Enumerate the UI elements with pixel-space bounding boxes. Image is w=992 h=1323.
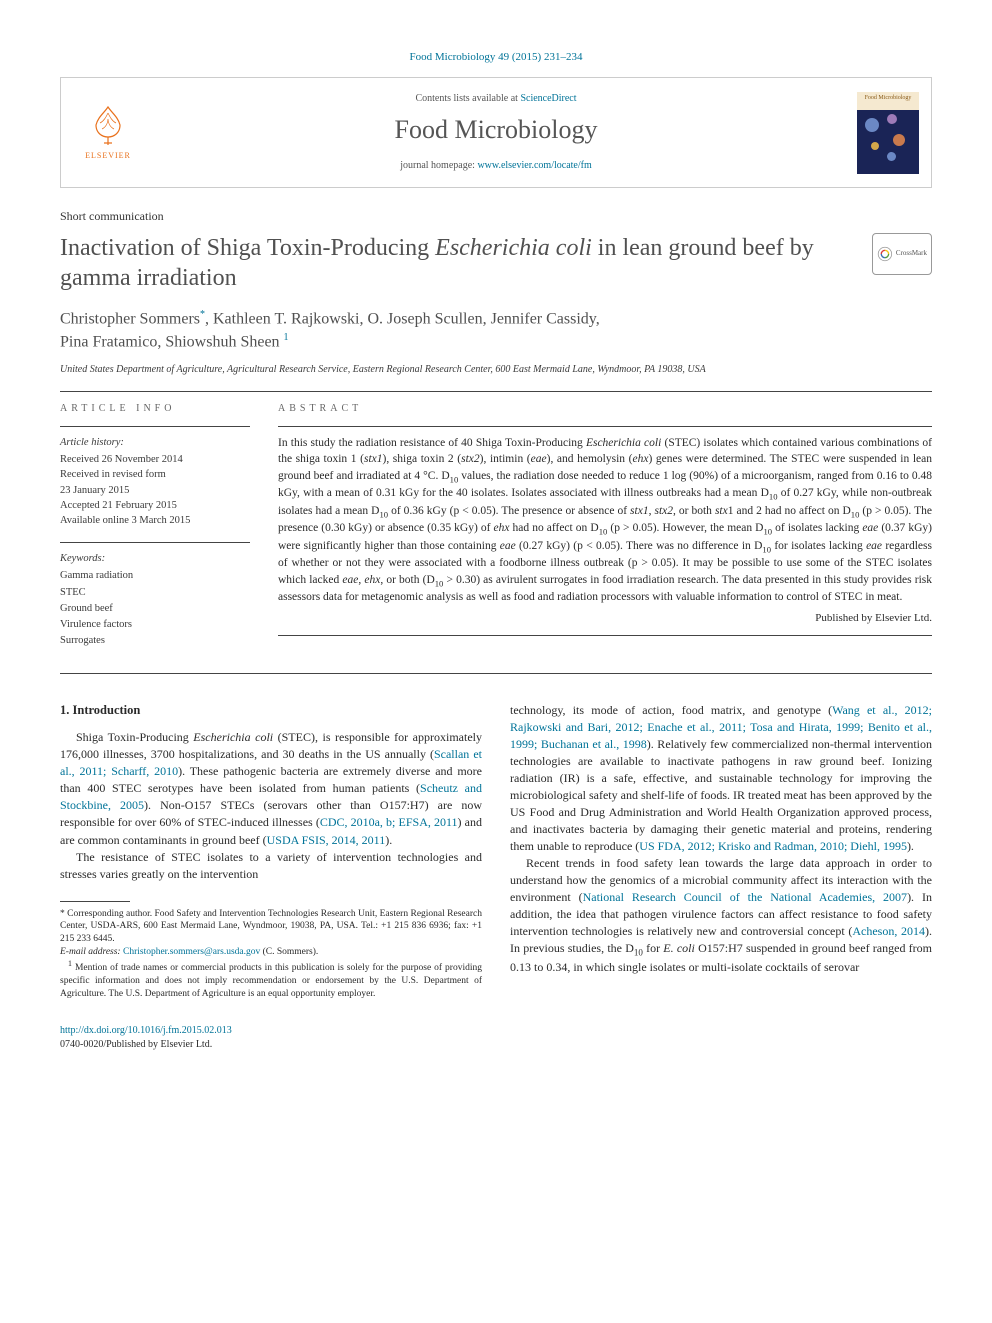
journal-homepage-link[interactable]: www.elsevier.com/locate/fm <box>477 160 591 171</box>
page-footer: http://dx.doi.org/10.1016/j.fm.2015.02.0… <box>60 1024 932 1052</box>
journal-name: Food Microbiology <box>171 112 821 148</box>
elsevier-tree-icon <box>86 103 130 147</box>
history-revised-1: Received in revised form <box>60 467 250 482</box>
footnote-rule <box>60 901 130 902</box>
keyword-item: Ground beef <box>60 601 250 616</box>
journal-homepage-line: journal homepage: www.elsevier.com/locat… <box>171 159 821 173</box>
abstract-rule <box>278 426 932 427</box>
ref-link[interactable]: Acheson, 2014 <box>852 924 925 938</box>
ref-link[interactable]: USDA FSIS, 2014, 2011 <box>267 833 386 847</box>
history-revised-2: 23 January 2015 <box>60 483 250 498</box>
corresponding-author-note: * Corresponding author. Food Safety and … <box>60 908 482 946</box>
abstract-bottom-rule <box>278 635 932 636</box>
contents-available-line: Contents lists available at ScienceDirec… <box>171 92 821 106</box>
intro-para-2: The resistance of STEC isolates to a var… <box>60 849 482 883</box>
journal-cover-thumbnail[interactable]: Food Microbiology <box>857 92 919 174</box>
body-columns: 1. Introduction Shiga Toxin-Producing Es… <box>60 702 932 1001</box>
keyword-item: STEC <box>60 585 250 600</box>
contents-prefix: Contents lists available at <box>415 93 520 104</box>
keywords-head: Keywords: <box>60 551 250 566</box>
intro-para-2-cont: technology, its mode of action, food mat… <box>510 702 932 855</box>
authors-rest-2: Pina Fratamico, Shiowshuh Sheen <box>60 333 284 350</box>
title-italic: Escherichia coli <box>435 235 592 261</box>
published-by-line: Published by Elsevier Ltd. <box>278 611 932 626</box>
history-accepted: Accepted 21 February 2015 <box>60 498 250 513</box>
divider-bottom <box>60 673 932 674</box>
footnote-mark-1[interactable]: 1 <box>284 332 289 343</box>
abstract-column: ABSTRACT In this study the radiation res… <box>278 402 932 663</box>
title-text-1: Inactivation of Shiga Toxin-Producing <box>60 235 435 261</box>
journal-header: ELSEVIER Contents lists available at Sci… <box>60 77 932 187</box>
author-1: Christopher Sommers <box>60 310 200 327</box>
column-left: 1. Introduction Shiga Toxin-Producing Es… <box>60 702 482 1001</box>
keyword-item: Virulence factors <box>60 617 250 632</box>
authors-rest-1: , Kathleen T. Rajkowski, O. Joseph Scull… <box>205 310 600 327</box>
section-1-heading: 1. Introduction <box>60 702 482 720</box>
crossmark-icon <box>877 241 893 267</box>
keyword-item: Gamma radiation <box>60 568 250 583</box>
article-info-column: ARTICLE INFO Article history: Received 2… <box>60 402 250 663</box>
citation-line: Food Microbiology 49 (2015) 231–234 <box>60 50 932 65</box>
affiliation: United States Department of Agriculture,… <box>60 363 932 377</box>
doi-link[interactable]: http://dx.doi.org/10.1016/j.fm.2015.02.0… <box>60 1025 232 1036</box>
issn-line: 0740-0020/Published by Elsevier Ltd. <box>60 1039 212 1050</box>
abstract-label: ABSTRACT <box>278 402 932 416</box>
email-label: E-mail address: <box>60 947 123 957</box>
article-history-block: Article history: Received 26 November 20… <box>60 426 250 528</box>
ref-link[interactable]: National Research Council of the Nationa… <box>583 890 907 904</box>
authors-list: Christopher Sommers*, Kathleen T. Rajkow… <box>60 308 932 353</box>
author-email-link[interactable]: Christopher.sommers@ars.usda.gov <box>123 947 260 957</box>
history-head: Article history: <box>60 435 250 450</box>
ref-link[interactable]: CDC, 2010a, b; EFSA, 2011 <box>320 815 458 829</box>
keywords-block: Keywords: Gamma radiation STEC Ground be… <box>60 542 250 648</box>
homepage-prefix: journal homepage: <box>400 160 477 171</box>
elsevier-logo[interactable]: ELSEVIER <box>73 98 143 168</box>
elsevier-name: ELSEVIER <box>85 150 131 161</box>
article-title: Inactivation of Shiga Toxin-Producing Es… <box>60 233 872 294</box>
email-line: E-mail address: Christopher.sommers@ars.… <box>60 946 482 959</box>
ref-link[interactable]: US FDA, 2012; Krisko and Radman, 2010; D… <box>639 839 907 853</box>
history-online: Available online 3 March 2015 <box>60 513 250 528</box>
email-suffix: (C. Sommers). <box>260 947 318 957</box>
crossmark-label: CrossMark <box>896 249 927 259</box>
history-received: Received 26 November 2014 <box>60 452 250 467</box>
keyword-item: Surrogates <box>60 633 250 648</box>
intro-para-1: Shiga Toxin-Producing Escherichia coli (… <box>60 729 482 848</box>
article-info-label: ARTICLE INFO <box>60 402 250 416</box>
cover-title: Food Microbiology <box>857 92 919 110</box>
divider-top <box>60 391 932 392</box>
page-container: Food Microbiology 49 (2015) 231–234 ELSE… <box>0 0 992 1092</box>
sciencedirect-link[interactable]: ScienceDirect <box>520 93 576 104</box>
article-type: Short communication <box>60 208 932 225</box>
footnote-1: 1 Mention of trade names or commercial p… <box>60 959 482 1001</box>
cover-art <box>857 110 919 174</box>
abstract-text: In this study the radiation resistance o… <box>278 435 932 606</box>
crossmark-badge[interactable]: CrossMark <box>872 233 932 275</box>
footnotes: * Corresponding author. Food Safety and … <box>60 908 482 1001</box>
intro-para-3: Recent trends in food safety lean toward… <box>510 855 932 976</box>
column-right: technology, its mode of action, food mat… <box>510 702 932 1001</box>
